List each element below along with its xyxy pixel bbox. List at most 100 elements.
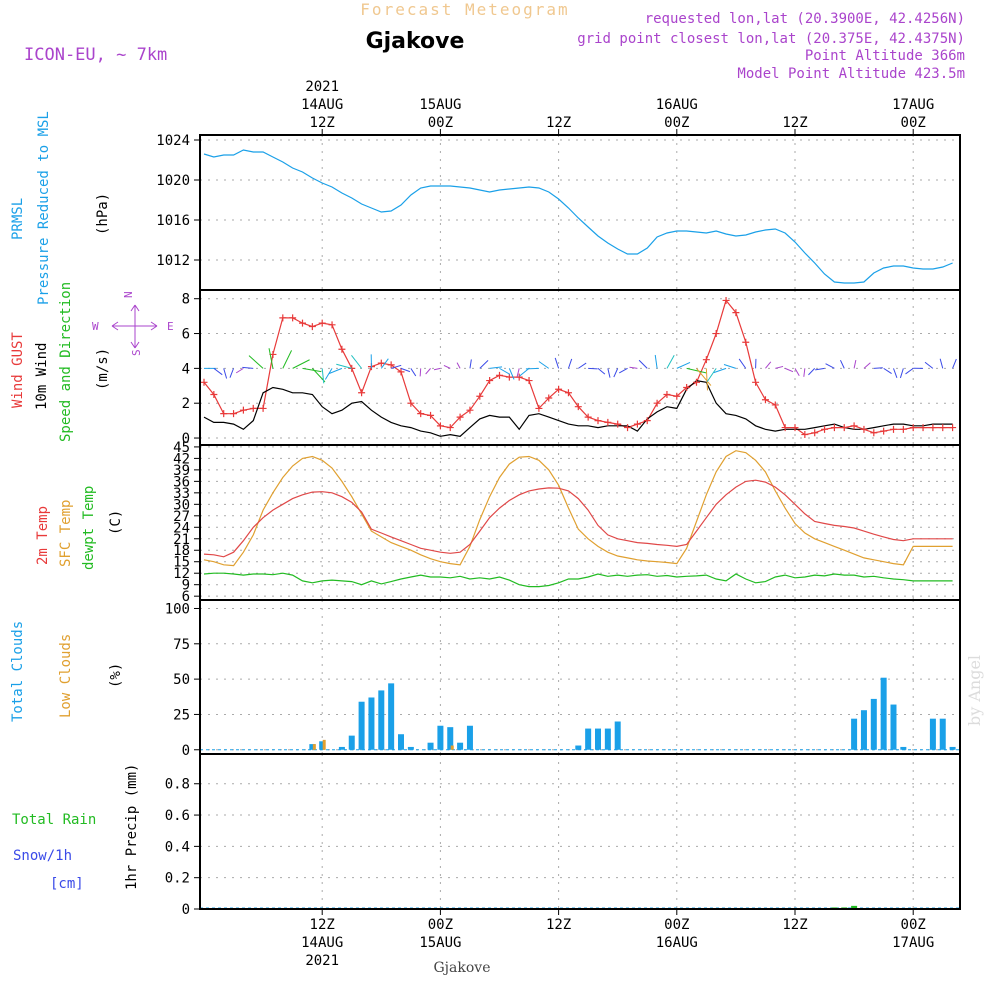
time-label-top: 2021 [305, 79, 339, 95]
gust-marker [811, 429, 819, 437]
total-cloud-bar [575, 745, 582, 750]
wind-direction-arrow [629, 366, 638, 369]
wind-direction-arrow [302, 367, 322, 373]
total-cloud-bar [407, 746, 414, 750]
wind-direction-arrow [825, 363, 835, 369]
wind-direction-arrow [268, 348, 274, 369]
gust-marker [860, 425, 868, 433]
gust-marker [880, 427, 888, 435]
wind-direction-arrow [508, 368, 515, 380]
time-label-top: 14AUG [301, 97, 343, 113]
time-label-top: 15AUG [419, 97, 461, 113]
gust-marker [515, 373, 523, 381]
time-label-top: 17AUG [892, 97, 934, 113]
gust-marker [476, 392, 484, 400]
clouds-panel: 0 25 50 75 100 [165, 599, 961, 759]
wind-direction-arrow [638, 359, 648, 369]
gust-marker [919, 424, 927, 432]
gust-marker [801, 431, 809, 439]
time-label-top: 00Z [901, 115, 926, 131]
pressure-label-msl: Pressure Reduced to MSL [36, 111, 52, 305]
wind-direction-arrow [419, 368, 422, 377]
wind-direction-arrow [443, 364, 451, 369]
total-cloud-bar [466, 725, 473, 750]
total-cloud-bar [929, 718, 936, 750]
wind-direction-arrow [775, 365, 784, 369]
gust-marker [427, 411, 435, 419]
wind-direction-arrow [686, 367, 707, 374]
total-cloud-bar [900, 746, 907, 750]
wind-direction-arrow [883, 367, 892, 374]
time-label-bottom: 17AUG [892, 935, 934, 951]
gust-marker [673, 392, 681, 400]
wind-direction-arrow [567, 358, 573, 369]
gust-marker [890, 425, 897, 433]
gust-marker [830, 424, 838, 432]
pressure-ytick-label: 1020 [156, 173, 190, 189]
gust-marker [545, 394, 553, 402]
precip-ytick-label: 0.6 [165, 808, 190, 824]
total-cloud-bar [851, 718, 858, 750]
gust-line [203, 299, 953, 436]
wind-direction-arrow [499, 367, 511, 375]
wind-direction-arrow [738, 358, 747, 369]
gust-marker [840, 424, 848, 432]
compass-north: N [122, 291, 135, 298]
time-label-top: 12Z [310, 115, 335, 131]
temp-sfc-label: SFC Temp [58, 500, 74, 567]
gust-marker [752, 378, 760, 386]
gust-marker [249, 404, 257, 412]
gust-marker [939, 424, 947, 432]
temp-ytick-label: 33 [173, 486, 190, 502]
gust-marker [899, 425, 907, 433]
info-line-model-altitude: Model Point Altitude 423.5m [737, 66, 965, 82]
total-cloud-bar [447, 727, 454, 750]
dewpt-line [203, 572, 953, 588]
temp-ytick-label: 45 [173, 440, 190, 456]
gust-marker [771, 401, 779, 409]
wind-direction-arrow [516, 368, 520, 377]
wind-direction-arrow [952, 358, 957, 369]
compass-west: W [92, 320, 99, 333]
gust-marker [289, 314, 297, 322]
wind-direction-arrow [815, 367, 825, 371]
wind-line [203, 379, 953, 437]
total-cloud-bar [427, 742, 434, 750]
total-cloud-bar [860, 710, 867, 750]
wind-direction-arrow [311, 368, 326, 383]
temp-ytick-label: 18 [173, 543, 190, 559]
wind-direction-arrow [519, 367, 530, 377]
wind-label: 10m Wind [34, 343, 50, 410]
compass-east: E [167, 320, 174, 333]
model-label: ICON-EU, ~ 7km [24, 45, 167, 65]
gust-marker [505, 373, 513, 381]
gust-marker [732, 309, 740, 317]
temp-ytick-label: 15 [173, 555, 190, 571]
gust-marker [555, 385, 563, 393]
gust-marker [929, 424, 937, 432]
wind-direction-arrow [784, 367, 794, 373]
time-label-bottom: 14AUG [301, 935, 343, 951]
gust-marker [574, 403, 582, 411]
time-label-top: 12Z [782, 115, 807, 131]
precip-ytick-label: 0.4 [165, 839, 190, 855]
low-cloud-bar [450, 745, 454, 750]
wind-direction-arrow [853, 359, 857, 369]
gust-marker [486, 377, 494, 385]
wind-direction-arrow [554, 357, 560, 369]
gust-marker [949, 424, 957, 432]
wind-direction-arrow [469, 359, 472, 369]
clouds-ytick-label: 50 [173, 672, 190, 688]
gust-marker [456, 413, 464, 421]
gust-marker [308, 323, 316, 331]
wind-direction-arrow [873, 367, 883, 369]
gust-marker [299, 319, 306, 327]
gust-marker [239, 406, 247, 414]
wind-direction-arrow [400, 367, 411, 373]
gust-marker [663, 390, 671, 398]
wind-direction-arrow [924, 361, 934, 369]
gust-marker [683, 384, 691, 392]
time-label-top: 12Z [546, 115, 571, 131]
